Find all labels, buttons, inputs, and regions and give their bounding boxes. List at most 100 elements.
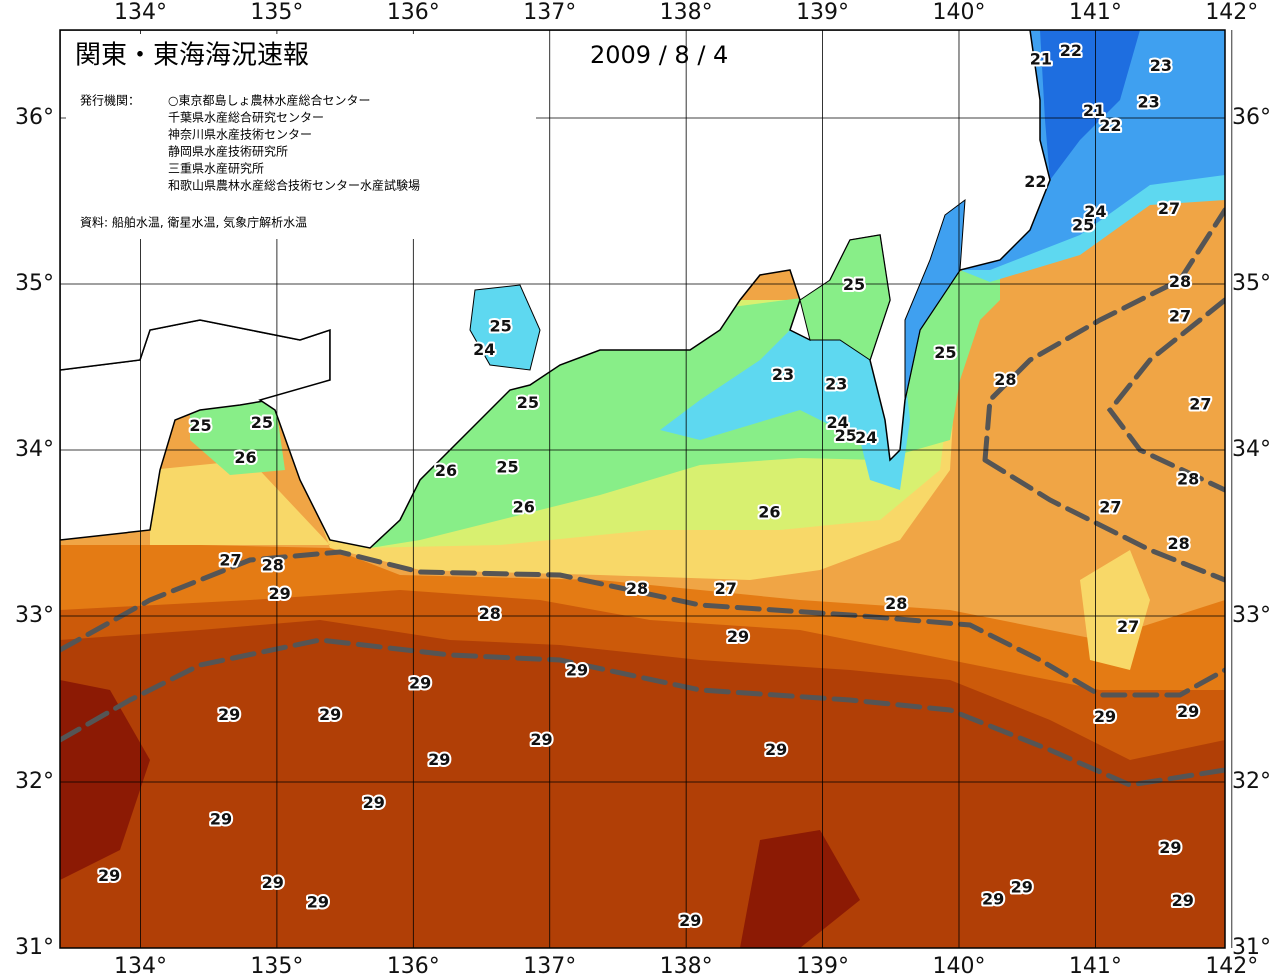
contour-label: 29: [1172, 891, 1194, 910]
contour-label: 28: [885, 594, 907, 613]
graticule: 134° 134° 135° 135° 136° 136° 137° 137° 138° 138°…: [15, 0, 1271, 979]
contour-label: 26: [513, 498, 535, 517]
x-tick-label: 139°: [796, 954, 849, 979]
contour-label: 29: [363, 793, 385, 812]
contour-label: 29: [982, 889, 1004, 908]
header-panel: [66, 34, 536, 239]
x-tick-label: 136°: [387, 954, 440, 979]
contour-label: 29: [210, 810, 232, 829]
contour-label: 26: [758, 503, 780, 522]
contour-label: 29: [1011, 878, 1033, 897]
contour-label: 27: [1158, 199, 1180, 218]
contour-label: 28: [479, 604, 501, 623]
contour-label: 29: [262, 873, 284, 892]
contour-label: 24: [1084, 202, 1106, 221]
publisher-label: 発行機関：: [80, 93, 140, 108]
publisher: 神奈川県水産技術センター: [168, 127, 312, 142]
contour-label: 27: [1099, 498, 1121, 517]
contour-label: 25: [489, 317, 511, 336]
contour-label: 28: [626, 579, 648, 598]
y-tick-label: 31°: [15, 935, 54, 960]
contour-label: 26: [435, 461, 457, 480]
title: 関東・東海海況速報: [75, 41, 309, 71]
source: 資料: 船舶水温, 衛星水温, 気象庁解析水温: [80, 215, 307, 230]
y-tick-label: 33°: [1232, 603, 1271, 628]
x-tick-label: 142°: [1205, 954, 1258, 979]
contour-label: 27: [1117, 617, 1139, 636]
contour-label: 27: [715, 579, 737, 598]
contour-label: 29: [1159, 838, 1181, 857]
date: 2009 / 8 / 4: [590, 41, 728, 69]
y-tick-label: 35°: [1232, 271, 1271, 296]
contour-label: 24: [473, 340, 495, 359]
contour-label: 26: [234, 448, 256, 467]
x-tick-label: 138°: [660, 0, 713, 25]
contour-label: 27: [1189, 395, 1211, 414]
publisher: 和歌山県農林水産総合技術センター水産試験場: [168, 178, 420, 193]
contour-label: 25: [843, 275, 865, 294]
x-tick-label: 139°: [796, 0, 849, 25]
contour-label: 22: [1060, 41, 1082, 60]
contour-label: 28: [1169, 272, 1191, 291]
contour-label: 29: [679, 911, 701, 930]
contour-label: 29: [1177, 702, 1199, 721]
x-tick-label: 136°: [387, 0, 440, 25]
contour-label: 24: [855, 428, 877, 447]
contour-label: 29: [530, 730, 552, 749]
publisher: 三重県水産研究所: [168, 161, 264, 176]
y-tick-label: 31°: [1232, 935, 1271, 960]
contour-label: 24: [826, 413, 848, 432]
y-tick-label: 33°: [15, 603, 54, 628]
x-tick-label: 134°: [114, 0, 167, 25]
x-tick-label: 135°: [250, 954, 303, 979]
contour-label: 29: [727, 627, 749, 646]
x-tick-label: 141°: [1069, 0, 1122, 25]
contour-label: 23: [772, 365, 794, 384]
publisher: 静岡県水産技術研究所: [168, 144, 288, 159]
publisher: 千葉県水産総合研究センター: [168, 110, 324, 125]
x-tick-label: 142°: [1205, 0, 1258, 25]
x-tick-label: 137°: [523, 954, 576, 979]
contour-label: 22: [1099, 116, 1121, 135]
contour-label: 29: [319, 705, 341, 724]
y-tick-label: 32°: [1232, 769, 1271, 794]
contour-label: 27: [219, 551, 241, 570]
contour-label: 29: [307, 893, 329, 912]
publisher: ○東京都島しょ農林水産総合センター: [168, 93, 370, 108]
contour-label: 29: [428, 750, 450, 769]
y-tick-label: 34°: [15, 437, 54, 462]
y-tick-label: 35°: [15, 271, 54, 296]
contour-label: 29: [765, 740, 787, 759]
contour-label: 28: [1167, 534, 1189, 553]
contour-label: 29: [268, 584, 290, 603]
x-tick-label: 140°: [932, 954, 985, 979]
x-tick-label: 135°: [250, 0, 303, 25]
contour-label: 27: [1169, 307, 1191, 326]
x-tick-label: 134°: [114, 954, 167, 979]
contour-label: 25: [835, 426, 857, 445]
contour-label: 28: [994, 370, 1016, 389]
y-tick-label: 36°: [15, 105, 54, 130]
y-tick-label: 34°: [1232, 437, 1271, 462]
contour-label: 29: [98, 866, 120, 885]
contour-label: 29: [1094, 707, 1116, 726]
contour-label: 23: [1137, 93, 1159, 112]
contour-label: 23: [1150, 56, 1172, 75]
contour-label: 22: [1024, 172, 1046, 191]
contour-label: 23: [825, 375, 847, 394]
x-tick-label: 141°: [1069, 954, 1122, 979]
contour-label: 25: [189, 416, 211, 435]
contour-label: 28: [262, 556, 284, 575]
contour-label: 21: [1083, 101, 1105, 120]
contour-label: 25: [517, 393, 539, 412]
y-tick-label: 36°: [1232, 105, 1271, 130]
x-tick-label: 137°: [523, 0, 576, 25]
contour-label: 28: [1177, 469, 1199, 488]
contour-label: 25: [934, 343, 956, 362]
contour-label: 25: [251, 413, 273, 432]
contour-label: 21: [1030, 49, 1052, 68]
contour-label: 29: [409, 674, 431, 693]
contour-label: 29: [566, 660, 588, 679]
